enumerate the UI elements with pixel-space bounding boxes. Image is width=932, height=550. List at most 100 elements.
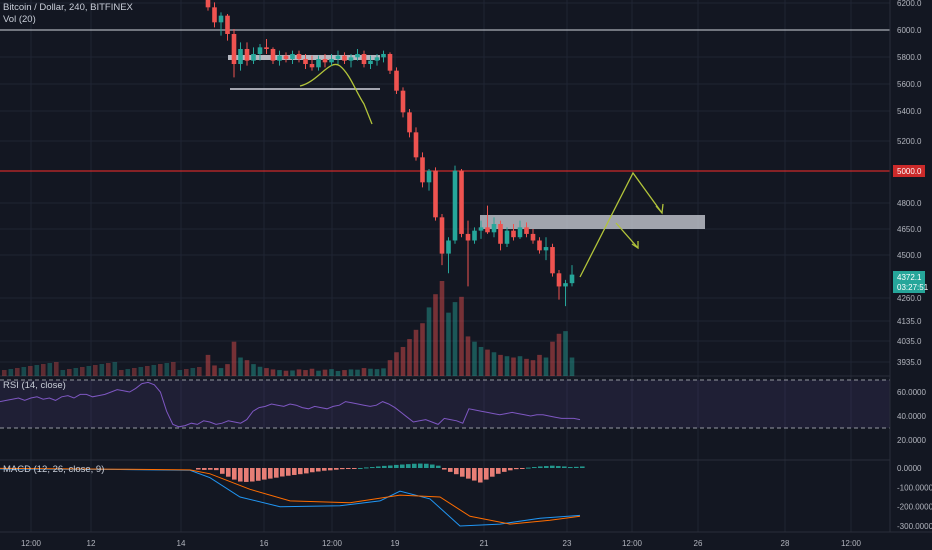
candle-body [550, 247, 555, 274]
macd-histogram-bar [364, 467, 369, 469]
price-tick-label: 4650.0 [897, 225, 922, 234]
macd-histogram-bar [262, 468, 267, 480]
candle-body [381, 54, 386, 58]
macd-pane[interactable] [0, 463, 585, 527]
macd-tick-label: -300.0000 [897, 522, 932, 531]
rsi-label: RSI (14, close) [3, 380, 66, 391]
macd-histogram-bar [214, 468, 219, 471]
candle-body [485, 227, 490, 233]
volume-bar [394, 352, 399, 376]
price-pane[interactable] [0, 0, 890, 376]
candle-body [400, 90, 406, 113]
candle-body [472, 230, 477, 241]
candle-body [238, 49, 243, 64]
time-tick-label: 12:00 [622, 539, 643, 548]
macd-histogram-bar [460, 468, 465, 477]
candle-body [290, 54, 295, 59]
macd-histogram-bar [316, 468, 321, 472]
range-top-box [228, 55, 380, 60]
volume-bar [452, 302, 458, 376]
forecast-arrow-alt [615, 222, 639, 249]
volume-bar [171, 362, 176, 376]
macd-histogram-bar [346, 468, 351, 469]
price-tick-label: 4035.0 [897, 337, 922, 346]
candle-body [524, 227, 529, 234]
volume-bar [238, 357, 243, 376]
macd-histogram-bar [256, 468, 261, 481]
price-tick-label: 5800.0 [897, 53, 922, 62]
time-tick-label: 28 [781, 539, 790, 548]
volume-bar [543, 357, 549, 376]
candle-body [264, 47, 269, 49]
volume-bar [420, 323, 425, 376]
rsi-tick-label: 60.0000 [897, 388, 926, 397]
candle-body [322, 59, 328, 63]
volume-bar [374, 369, 380, 376]
candle-body [309, 64, 315, 68]
volume-bar [197, 367, 202, 376]
volume-bar [119, 370, 124, 376]
candle-body [244, 49, 250, 61]
macd-histogram-bar [382, 465, 387, 468]
candle-body [355, 54, 360, 58]
macd-histogram-bar [292, 468, 297, 475]
volume-bar [537, 354, 542, 376]
volume-bar [569, 357, 575, 376]
volume-bar [86, 366, 92, 376]
time-tick-label: 12:00 [21, 539, 42, 548]
candle-body [452, 170, 458, 241]
candle-body [218, 15, 224, 23]
macd-histogram-bar [286, 468, 291, 476]
volume-bar [205, 354, 211, 376]
volume-bar [138, 367, 144, 376]
macd-histogram-bar [310, 468, 315, 473]
macd-histogram-bar [448, 468, 453, 472]
macd-histogram-bar [556, 466, 561, 468]
volume-bar [151, 365, 157, 376]
candle-body [433, 170, 438, 218]
candle-body [569, 274, 575, 284]
candle-body [530, 233, 536, 241]
last-price-badge [893, 271, 925, 293]
symbol-title: Bitcoin / Dollar, 240, BITFINEX [3, 2, 133, 13]
candle-body [212, 7, 217, 23]
candle-body [361, 54, 367, 64]
candle-body [257, 47, 263, 54]
macd-histogram-bar [268, 468, 273, 479]
rsi-pane[interactable] [0, 379, 890, 429]
macd-histogram-bar [466, 468, 471, 479]
volume-bar [257, 366, 263, 376]
volume-bar [218, 368, 224, 376]
volume-bar [361, 368, 367, 376]
time-tick-label: 12 [87, 539, 96, 548]
volume-bar [132, 368, 137, 376]
volume-bar [2, 370, 7, 376]
volume-bar [80, 367, 85, 376]
volume-bar [433, 294, 438, 376]
macd-histogram-bar [436, 465, 441, 468]
volume-bar [439, 281, 445, 376]
candle-body [335, 55, 341, 59]
rsi-line [0, 381, 581, 428]
candle-body [316, 59, 321, 68]
candle-body [563, 283, 568, 287]
price-tick-label: 4500.0 [897, 251, 922, 260]
volume-bar [465, 336, 471, 376]
price-tick-label: 5600.0 [897, 80, 922, 89]
volume-bar [322, 369, 328, 376]
macd-histogram-bar [220, 468, 225, 474]
volume-bar [99, 364, 105, 376]
volume-bar [112, 362, 118, 376]
candle-body [478, 227, 484, 231]
macd-histogram-bar [478, 468, 483, 483]
volume-bar [41, 364, 46, 376]
candle-body [394, 70, 399, 91]
macd-histogram-bar [196, 468, 201, 470]
candle-body [491, 224, 497, 233]
volume-bar [491, 352, 497, 376]
macd-histogram-bar [508, 468, 513, 471]
time-tick-label: 14 [177, 539, 186, 548]
candle-body [465, 233, 471, 241]
candle-body [329, 59, 334, 63]
